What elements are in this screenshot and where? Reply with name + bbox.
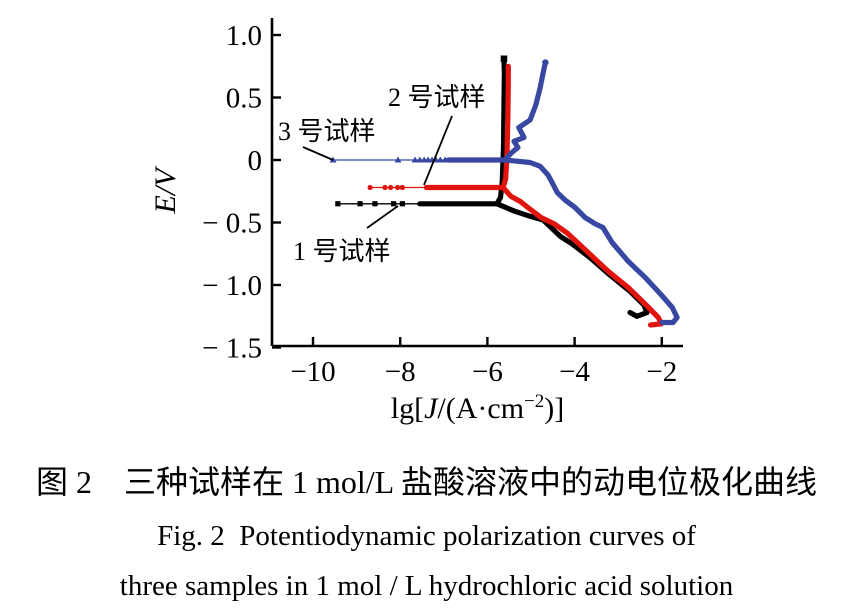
x-tick-label: −8 bbox=[385, 356, 416, 388]
series-annotation-1: 3 号试样 bbox=[278, 117, 376, 146]
chart-area: 1.0 0.5 0 − 0.5 − 1.0 − 1.5 −10 −8 −6 −4 −2 3 号试样 2 … bbox=[149, 18, 683, 428]
x-axis-title-suffix: )] bbox=[544, 392, 565, 425]
annotation-leader-1 bbox=[302, 146, 334, 161]
series-2-data-marker bbox=[367, 184, 373, 191]
x-tick-label: −6 bbox=[472, 356, 503, 388]
x-axis-title-exponent: −2 bbox=[524, 391, 545, 412]
y-tick-label: − 0.5 bbox=[202, 208, 262, 240]
x-tick-label: −4 bbox=[559, 356, 590, 388]
series-annotation-2: 2 号试样 bbox=[388, 83, 486, 112]
series-2-anodic-branch bbox=[500, 63, 511, 191]
y-tick-label: 1.0 bbox=[226, 20, 262, 52]
x-axis-title-prefix: lg[ bbox=[390, 392, 425, 425]
series-1-cathodic-branch bbox=[494, 201, 650, 319]
x-tick-label: −2 bbox=[646, 356, 677, 388]
series-1-data-marker bbox=[335, 201, 341, 207]
caption-english-line2: three samples in 1 mol / L hydrochloric … bbox=[119, 570, 734, 602]
series-3-data-marker bbox=[394, 156, 402, 163]
y-axis-title: E/V bbox=[149, 168, 182, 214]
x-axis-title-symbol-J: J bbox=[424, 392, 438, 425]
series-3-anodic-branch bbox=[502, 59, 549, 163]
series-2-data-marker bbox=[388, 184, 394, 191]
annotation-leader-3 bbox=[366, 205, 399, 229]
series-2-data-marker bbox=[382, 184, 388, 191]
caption-chinese: 图 2 三种试样在 1 mol/L 盐酸溶液中的动电位极化曲线 bbox=[35, 464, 818, 500]
annotation-leader-2 bbox=[423, 115, 453, 186]
series-3-data-marker bbox=[436, 156, 444, 163]
x-tick-label: −10 bbox=[290, 356, 335, 388]
y-tick-label: − 1.0 bbox=[202, 270, 262, 302]
figure-captions: 图 2 三种试样在 1 mol/L 盐酸溶液中的动电位极化曲线 Fig. 2 P… bbox=[0, 450, 853, 604]
series-3-tip-marker bbox=[542, 59, 549, 66]
y-tick-label: − 1.5 bbox=[202, 333, 262, 365]
series-1-anodic-branch bbox=[494, 58, 507, 207]
series-1-data-marker bbox=[357, 201, 363, 207]
caption-english-line1: Fig. 2 Potentiodynamic polarization curv… bbox=[157, 520, 696, 552]
series-1-data-marker bbox=[372, 201, 378, 207]
y-tick-label: 0 bbox=[248, 145, 263, 177]
series-3-cathodic-branch bbox=[502, 157, 680, 326]
x-axis-title-units: /(A·cm bbox=[437, 392, 525, 425]
series-3-data-marker bbox=[411, 156, 419, 163]
series-1-tip-marker bbox=[500, 55, 508, 62]
x-axis-title: lg[J/(A·cm−2)] bbox=[272, 390, 683, 428]
series-2-cathodic-branch bbox=[500, 184, 665, 328]
series-1-data-marker bbox=[399, 201, 405, 207]
series-annotation-3: 1 号试样 bbox=[293, 237, 391, 266]
series-1-data-marker bbox=[391, 201, 397, 207]
y-tick-label: 0.5 bbox=[226, 83, 262, 115]
series-2-data-marker bbox=[394, 184, 401, 191]
series-3-data-marker bbox=[441, 156, 449, 163]
series-2-data-marker bbox=[399, 184, 405, 191]
polarization-chart: 1.0 0.5 0 − 0.5 − 1.0 − 1.5 −10 −8 −6 −4 −2 3 号试样 2 … bbox=[202, 18, 683, 388]
